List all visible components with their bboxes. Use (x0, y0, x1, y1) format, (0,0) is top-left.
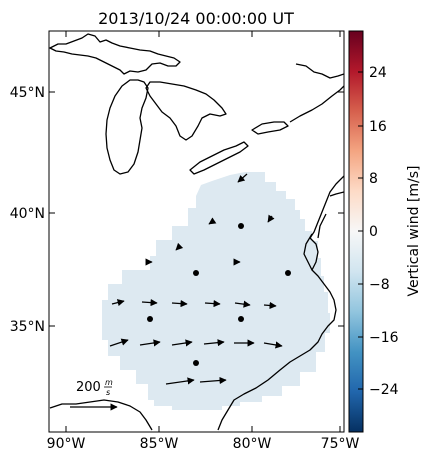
wind-arrow (171, 339, 193, 347)
northeast-coast (289, 85, 344, 123)
x-tick-label: 85°W (140, 436, 179, 452)
gulf-coast (49, 399, 153, 431)
station-dot (147, 316, 153, 322)
x-tick-label: 75°W (321, 436, 360, 452)
lake-erie (189, 141, 249, 175)
station-dot (285, 270, 291, 276)
wind-vectors (109, 173, 283, 385)
x-tick-label: 90°W (47, 436, 86, 452)
wind-arrow (175, 242, 184, 251)
colorbar-tick-label: −24 (369, 382, 399, 398)
scale-unit-denominator: s (106, 388, 110, 397)
station-dot (238, 223, 244, 229)
lake-huron (145, 81, 227, 141)
wind-arrow (171, 299, 188, 308)
map-title: 2013/10/24 00:00:00 UT (98, 9, 294, 28)
wind-arrow (267, 214, 275, 223)
x-tick-label: 80°W (233, 436, 272, 452)
colorbar-tick-label: 0 (369, 224, 378, 240)
wind-arrow (234, 300, 251, 308)
map-frame (48, 30, 345, 433)
atlantic-coast (217, 175, 344, 431)
scale-reference: 200 m s (70, 378, 118, 411)
wind-arrow (237, 173, 248, 183)
x-tick-labels: 90°W 85°W 80°W 75°W (47, 436, 360, 452)
y-tick-label: 40°N (10, 206, 45, 222)
axis-ticks (49, 31, 344, 432)
lake-michigan (105, 79, 149, 175)
wind-arrow (204, 299, 221, 308)
wind-arrow (111, 299, 125, 307)
wind-arrow (165, 377, 195, 385)
y-tick-labels: 45°N 40°N 35°N (10, 85, 45, 335)
wind-arrow (263, 341, 283, 349)
chesapeake-bay (303, 233, 313, 271)
y-tick-label: 35°N (10, 319, 45, 335)
coastlines (49, 33, 344, 431)
colorbar-tick-label: −8 (369, 277, 390, 293)
station-dot (193, 360, 199, 366)
colorbar-tick-label: 24 (369, 65, 387, 81)
lake-superior (49, 33, 181, 75)
scale-unit-numerator: m (105, 378, 113, 387)
y-tick-label: 45°N (10, 85, 45, 101)
colorbar-tick-label: 8 (369, 171, 378, 187)
wind-arrow (208, 217, 217, 225)
wind-arrow (109, 338, 129, 347)
lake-ontario (251, 121, 289, 135)
wind-arrow (203, 339, 225, 347)
scale-value: 200 (76, 380, 101, 395)
station-dot (193, 270, 199, 276)
station-dot (238, 316, 244, 322)
colorbar: 24 16 8 0 −8 −16 −24 Vertical wind [m/s] (348, 30, 422, 433)
colorbar-label: Vertical wind [m/s] (406, 166, 422, 297)
wind-arrow (141, 298, 158, 307)
wind-arrow (263, 301, 277, 310)
coverage-region (102, 172, 330, 410)
colorbar-tick-label: 16 (369, 119, 387, 135)
colorbar-tick-label: −16 (369, 330, 399, 346)
map-area: 200 m s (49, 33, 344, 431)
wind-arrow (139, 339, 161, 347)
station-markers (147, 223, 291, 366)
wind-arrow (199, 376, 227, 385)
